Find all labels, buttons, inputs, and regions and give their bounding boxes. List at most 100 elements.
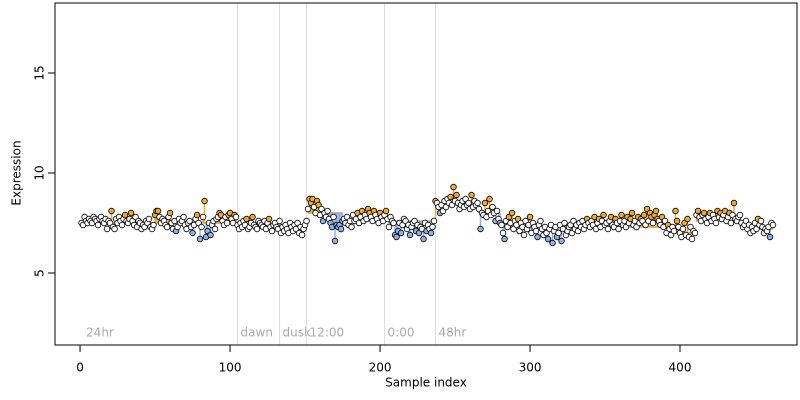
point	[558, 237, 565, 245]
point	[108, 207, 115, 215]
point	[393, 233, 400, 241]
point	[450, 183, 457, 191]
point	[604, 225, 612, 233]
point	[94, 221, 102, 229]
point	[489, 203, 496, 211]
point	[465, 199, 472, 207]
point	[211, 225, 219, 233]
point	[406, 231, 414, 239]
point	[429, 223, 436, 231]
point	[324, 207, 331, 215]
point	[498, 221, 505, 229]
x-tick-label: 200	[369, 361, 392, 375]
point	[348, 223, 355, 231]
point	[198, 223, 205, 231]
point	[298, 231, 306, 239]
point	[757, 217, 765, 225]
point	[199, 213, 207, 221]
point	[276, 217, 283, 225]
x-tick-label: 100	[219, 361, 242, 375]
point	[223, 219, 231, 227]
point	[103, 225, 111, 233]
point	[670, 227, 678, 235]
event-label: 24hr	[86, 326, 114, 340]
point	[180, 213, 187, 221]
point	[337, 225, 345, 233]
point	[520, 231, 528, 239]
point	[304, 205, 312, 213]
x-tick-label: 300	[519, 361, 542, 375]
point	[672, 207, 679, 215]
point	[249, 213, 256, 221]
event-label: dusk	[283, 326, 311, 340]
event-label: dawn	[241, 326, 273, 340]
point	[534, 233, 541, 241]
point	[268, 227, 276, 235]
event-label: 12:00	[310, 326, 345, 340]
point	[673, 217, 681, 225]
point	[640, 211, 648, 219]
point	[712, 219, 720, 227]
point	[420, 235, 427, 243]
y-tick-label: 10	[33, 165, 47, 180]
point	[145, 215, 153, 223]
point	[207, 231, 214, 239]
point	[232, 213, 240, 221]
point	[730, 199, 738, 207]
point	[555, 229, 562, 237]
point	[474, 199, 481, 207]
point	[385, 223, 393, 231]
point	[253, 225, 261, 233]
point	[193, 211, 201, 219]
point	[736, 211, 744, 219]
y-axis-label: Expression	[10, 140, 24, 205]
point	[688, 235, 696, 243]
point	[684, 215, 691, 223]
point	[201, 197, 208, 205]
point	[265, 215, 273, 223]
point	[600, 211, 607, 219]
point	[694, 207, 702, 215]
point	[186, 217, 193, 225]
point	[150, 221, 157, 229]
event-label: 48hr	[439, 326, 467, 340]
point	[499, 229, 507, 237]
point	[118, 221, 126, 229]
point	[727, 219, 735, 227]
point	[652, 207, 660, 215]
point	[166, 209, 174, 217]
point	[397, 229, 405, 237]
point	[628, 209, 636, 217]
point	[427, 229, 435, 237]
point	[331, 237, 339, 245]
point	[121, 211, 129, 219]
point	[679, 225, 687, 233]
y-tick-label: 15	[33, 65, 47, 80]
point	[766, 233, 774, 241]
point	[615, 225, 622, 233]
point	[189, 229, 196, 237]
point	[447, 193, 454, 201]
point	[649, 219, 657, 227]
point	[561, 219, 568, 227]
point	[549, 239, 556, 247]
point	[700, 209, 708, 217]
point	[453, 191, 460, 199]
point	[532, 227, 540, 235]
point	[508, 209, 516, 217]
point	[618, 211, 625, 219]
point	[111, 225, 118, 233]
point	[537, 217, 544, 225]
point	[330, 213, 337, 221]
point	[486, 195, 493, 203]
x-axis-label: Sample index	[385, 376, 467, 390]
point	[163, 223, 171, 231]
point	[430, 217, 438, 225]
y-tick-label: 5	[33, 269, 47, 277]
point	[196, 235, 204, 243]
point	[243, 215, 250, 223]
x-tick-label: 0	[76, 361, 84, 375]
point	[481, 199, 489, 207]
point	[691, 229, 699, 237]
